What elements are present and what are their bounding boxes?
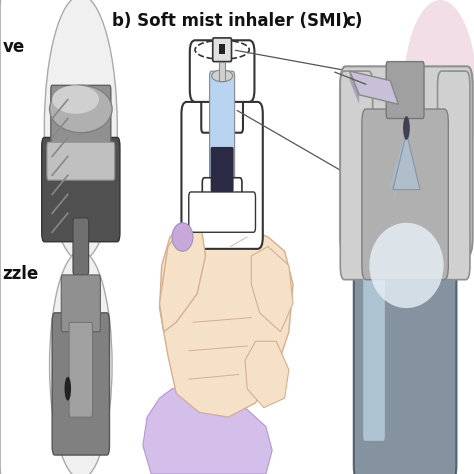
FancyBboxPatch shape — [69, 322, 92, 417]
Ellipse shape — [49, 85, 112, 133]
FancyBboxPatch shape — [52, 313, 109, 455]
Circle shape — [64, 377, 71, 401]
Ellipse shape — [172, 223, 193, 251]
FancyBboxPatch shape — [363, 261, 385, 441]
Text: b) Soft mist inhaler (SMI): b) Soft mist inhaler (SMI) — [112, 12, 349, 30]
Polygon shape — [160, 228, 205, 332]
Circle shape — [403, 116, 410, 140]
Text: zzle: zzle — [3, 265, 39, 283]
FancyBboxPatch shape — [210, 147, 234, 192]
Polygon shape — [251, 246, 293, 332]
FancyBboxPatch shape — [190, 40, 255, 102]
FancyBboxPatch shape — [202, 178, 242, 213]
Circle shape — [44, 0, 118, 261]
FancyBboxPatch shape — [362, 109, 448, 280]
Text: c): c) — [346, 12, 363, 30]
FancyBboxPatch shape — [189, 192, 255, 232]
Polygon shape — [393, 133, 420, 190]
Polygon shape — [350, 71, 398, 104]
Polygon shape — [160, 223, 293, 417]
FancyBboxPatch shape — [340, 66, 473, 256]
FancyBboxPatch shape — [340, 71, 373, 280]
Ellipse shape — [212, 70, 233, 82]
Circle shape — [49, 251, 112, 474]
Bar — [219, 44, 226, 54]
Text: ve: ve — [3, 38, 25, 56]
FancyBboxPatch shape — [438, 71, 470, 280]
Polygon shape — [245, 341, 289, 408]
FancyBboxPatch shape — [354, 218, 456, 474]
FancyBboxPatch shape — [61, 275, 100, 332]
FancyBboxPatch shape — [210, 71, 235, 194]
FancyBboxPatch shape — [51, 85, 111, 152]
Ellipse shape — [369, 223, 444, 308]
Ellipse shape — [52, 85, 99, 114]
Polygon shape — [143, 389, 272, 474]
Bar — [219, 62, 225, 81]
FancyBboxPatch shape — [182, 102, 263, 249]
FancyBboxPatch shape — [73, 218, 89, 275]
FancyBboxPatch shape — [201, 76, 243, 133]
Polygon shape — [350, 71, 359, 104]
FancyBboxPatch shape — [213, 38, 231, 62]
FancyBboxPatch shape — [386, 62, 424, 118]
FancyBboxPatch shape — [0, 0, 156, 474]
FancyBboxPatch shape — [42, 137, 120, 242]
FancyBboxPatch shape — [47, 142, 115, 180]
Ellipse shape — [403, 0, 474, 190]
